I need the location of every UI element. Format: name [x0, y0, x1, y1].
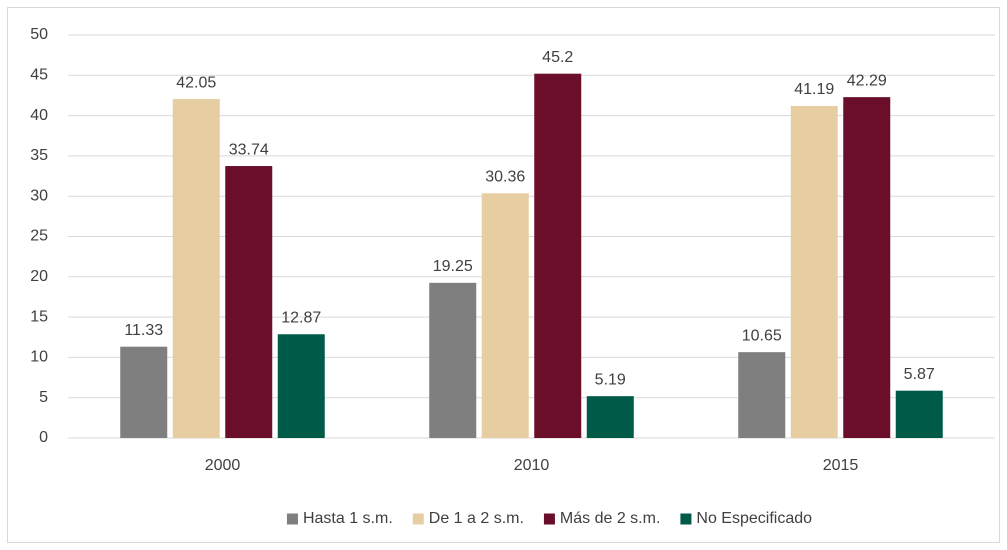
bar: [534, 73, 582, 439]
bar: [429, 282, 477, 438]
x-tick-label: 2000: [205, 457, 241, 474]
legend-swatch: [412, 513, 424, 525]
y-tick-label: 40: [30, 107, 48, 124]
y-tick-label: 35: [30, 147, 48, 164]
bar: [738, 352, 786, 438]
y-tick-label: 15: [30, 308, 48, 325]
y-tick-label: 10: [30, 349, 48, 366]
data-label: 5.87: [904, 366, 935, 383]
y-tick-label: 20: [30, 268, 48, 285]
y-tick-label: 0: [39, 429, 48, 446]
legend-label: Hasta 1 s.m.: [303, 510, 393, 527]
data-label: 12.87: [281, 309, 321, 326]
bar: [790, 106, 838, 438]
data-label: 41.19: [794, 81, 834, 98]
data-label: 33.74: [229, 141, 269, 158]
bar: [586, 396, 634, 438]
data-label: 5.19: [595, 371, 626, 388]
y-tick-label: 50: [30, 26, 48, 43]
bar: [120, 346, 168, 438]
y-tick-label: 25: [30, 228, 48, 245]
data-label: 45.2: [542, 49, 573, 66]
data-label: 30.36: [485, 169, 525, 186]
x-tick-label: 2015: [823, 457, 859, 474]
data-label: 19.25: [433, 258, 473, 275]
legend-swatch: [543, 513, 555, 525]
data-label: 10.65: [742, 327, 782, 344]
bar: [843, 97, 891, 438]
bar: [895, 390, 943, 438]
data-label: 42.05: [176, 74, 216, 91]
y-tick-label: 45: [30, 67, 48, 84]
bar: [225, 166, 273, 438]
legend-swatch: [680, 513, 692, 525]
legend-swatch: [286, 513, 298, 525]
bar: [172, 99, 220, 439]
legend-label: Más de 2 s.m.: [560, 510, 660, 527]
legend-label: De 1 a 2 s.m.: [429, 510, 524, 527]
data-label: 42.29: [847, 72, 887, 89]
bar: [277, 334, 325, 438]
bar: [481, 193, 529, 438]
x-tick-label: 2010: [514, 457, 550, 474]
y-tick-label: 5: [39, 389, 48, 406]
y-tick-label: 30: [30, 187, 48, 204]
legend-label: No Especificado: [696, 510, 812, 527]
data-label: 11.33: [124, 322, 163, 339]
